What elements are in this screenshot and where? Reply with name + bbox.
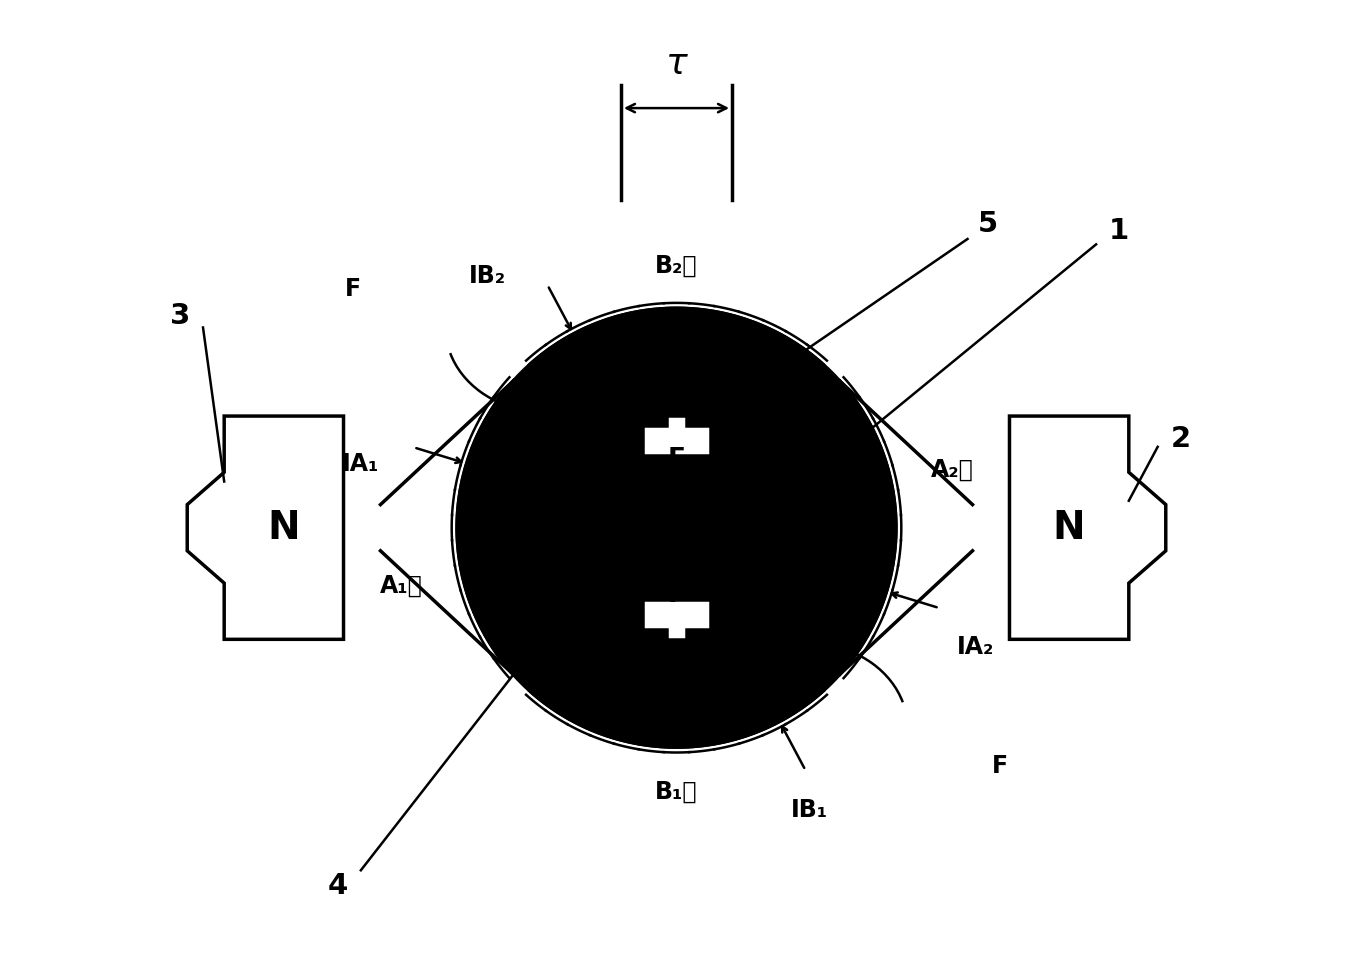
Circle shape <box>628 679 636 688</box>
Circle shape <box>828 479 836 487</box>
Circle shape <box>804 617 812 626</box>
Circle shape <box>813 602 823 611</box>
Text: N: N <box>793 513 819 542</box>
Circle shape <box>564 643 572 652</box>
Circle shape <box>541 393 812 663</box>
Circle shape <box>751 664 759 673</box>
Circle shape <box>524 461 532 470</box>
Circle shape <box>606 456 747 599</box>
Text: B₂上: B₂上 <box>655 253 698 277</box>
Circle shape <box>766 392 775 401</box>
Circle shape <box>751 382 759 391</box>
Circle shape <box>541 617 549 626</box>
Circle shape <box>735 673 743 681</box>
Text: 5: 5 <box>978 210 999 238</box>
Circle shape <box>594 382 602 391</box>
Text: A₁上: A₁上 <box>380 573 422 597</box>
Circle shape <box>594 664 602 673</box>
Circle shape <box>821 461 829 470</box>
Circle shape <box>645 683 653 691</box>
Text: F: F <box>667 582 686 608</box>
Circle shape <box>513 551 521 560</box>
Text: A₂上: A₂上 <box>931 458 973 482</box>
Text: F: F <box>345 277 361 301</box>
Circle shape <box>717 679 725 688</box>
Text: $\tau$: $\tau$ <box>664 47 689 81</box>
Text: 1: 1 <box>1109 218 1130 246</box>
Circle shape <box>517 479 525 487</box>
Polygon shape <box>643 600 710 639</box>
Circle shape <box>735 375 743 382</box>
Circle shape <box>513 496 521 505</box>
Text: IA₂: IA₂ <box>957 635 994 659</box>
Circle shape <box>552 632 560 640</box>
Circle shape <box>552 415 560 424</box>
Circle shape <box>628 368 636 377</box>
Text: ‘0: ‘0 <box>663 514 690 540</box>
Circle shape <box>530 602 540 611</box>
Polygon shape <box>1009 416 1166 639</box>
Circle shape <box>645 364 653 373</box>
Text: N: N <box>534 513 560 542</box>
Polygon shape <box>643 416 710 455</box>
Circle shape <box>717 368 725 377</box>
Circle shape <box>511 514 520 523</box>
Circle shape <box>781 403 789 412</box>
Circle shape <box>530 445 540 454</box>
Circle shape <box>700 683 708 691</box>
Circle shape <box>515 366 838 690</box>
Circle shape <box>781 643 789 652</box>
Text: IB₁: IB₁ <box>790 797 828 821</box>
Circle shape <box>793 632 801 640</box>
Circle shape <box>541 429 549 438</box>
Text: 3: 3 <box>169 302 191 330</box>
Circle shape <box>804 429 812 438</box>
Circle shape <box>610 375 618 382</box>
Circle shape <box>578 655 587 664</box>
Text: $\phi$: $\phi$ <box>544 622 563 655</box>
Circle shape <box>564 403 572 412</box>
Text: 2: 2 <box>1170 425 1191 454</box>
Circle shape <box>828 568 836 577</box>
Circle shape <box>832 496 840 505</box>
Text: IB₂: IB₂ <box>469 264 506 288</box>
Circle shape <box>663 362 671 371</box>
Circle shape <box>682 362 690 371</box>
Circle shape <box>833 533 842 541</box>
Circle shape <box>793 415 801 424</box>
Text: N: N <box>268 508 300 547</box>
Text: 4: 4 <box>327 872 348 899</box>
Circle shape <box>766 655 775 664</box>
Circle shape <box>524 586 532 594</box>
Text: F: F <box>992 754 1008 778</box>
Circle shape <box>833 514 842 523</box>
Circle shape <box>682 685 690 693</box>
Text: IA₁: IA₁ <box>342 453 379 477</box>
Text: N: N <box>1053 508 1085 547</box>
Text: B₁上: B₁上 <box>655 779 698 803</box>
Circle shape <box>821 586 829 594</box>
Circle shape <box>610 673 618 681</box>
Text: $\phi$: $\phi$ <box>786 397 805 429</box>
Circle shape <box>813 445 823 454</box>
Circle shape <box>663 685 671 693</box>
Circle shape <box>700 364 708 373</box>
Circle shape <box>517 568 525 577</box>
Polygon shape <box>187 416 344 639</box>
Circle shape <box>511 533 520 541</box>
Text: F: F <box>667 448 686 474</box>
Circle shape <box>832 551 840 560</box>
Circle shape <box>457 308 896 747</box>
Circle shape <box>578 392 587 401</box>
